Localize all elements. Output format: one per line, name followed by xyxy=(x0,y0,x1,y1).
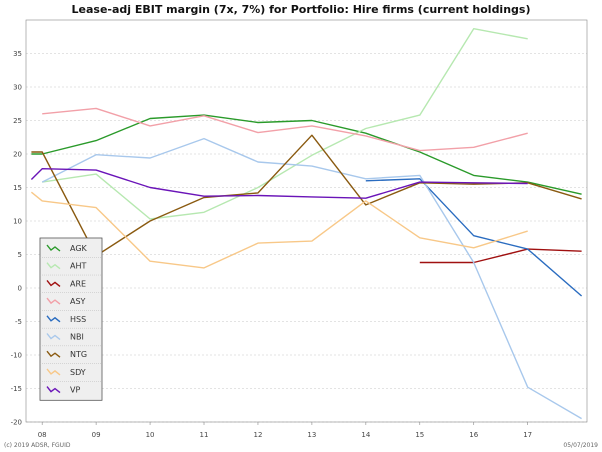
x-tick-label: 15 xyxy=(415,431,424,439)
legend-label-aht: AHT xyxy=(70,262,86,271)
x-tick-label: 11 xyxy=(200,431,209,439)
x-tick-label: 09 xyxy=(92,431,101,439)
y-tick-label: -10 xyxy=(11,352,22,360)
series-line-aht xyxy=(42,28,528,220)
legend-label-are: ARE xyxy=(70,279,86,288)
legend-label-agk: AGK xyxy=(70,244,88,253)
x-tick-label: 13 xyxy=(307,431,316,439)
footer-source: (c) 2019 ADSR, FGUID xyxy=(4,442,71,449)
y-tick-label: 35 xyxy=(13,50,22,58)
y-tick-label: 0 xyxy=(18,285,22,293)
series-line-are xyxy=(419,248,582,264)
x-tick-label: 16 xyxy=(469,431,478,439)
y-tick-label: -15 xyxy=(11,385,22,393)
y-axis: -20 -15 -10 -5 0 5 10 15 20 25 30 35 xyxy=(11,50,22,427)
x-tick-label: 10 xyxy=(146,431,155,439)
chart-title: Lease-adj EBIT margin (7x, 7%) for Portf… xyxy=(72,3,531,16)
legend-swatch-aht xyxy=(46,262,61,270)
legend-swatch-agk xyxy=(46,244,61,252)
legend-label-ntg: NTG xyxy=(70,350,87,359)
footer-date: 05/07/2019 xyxy=(563,442,598,449)
legend-swatch-sdy xyxy=(46,368,61,376)
y-tick-label: -20 xyxy=(11,419,22,427)
plot-frame xyxy=(25,19,588,423)
y-tick-label: -5 xyxy=(15,318,22,326)
legend: AGK AHT ARE ASY HSS NBI NTG SDY VP xyxy=(39,237,103,401)
legend-swatch-are xyxy=(46,279,61,287)
legend-swatch-ntg xyxy=(46,350,61,358)
series-line-asy xyxy=(42,107,528,152)
legend-label-sdy: SDY xyxy=(70,368,86,377)
legend-swatch-hss xyxy=(46,315,61,323)
legend-swatch-asy xyxy=(46,297,61,305)
x-tick-label: 14 xyxy=(361,431,370,439)
series-line-vp xyxy=(30,167,528,199)
series-line-nbi xyxy=(41,137,582,420)
series-line-agk xyxy=(31,114,582,195)
legend-label-hss: HSS xyxy=(70,315,86,324)
legend-swatch-nbi xyxy=(46,333,61,341)
legend-swatch-vp xyxy=(46,386,61,394)
series-line-sdy xyxy=(30,191,528,269)
y-tick-label: 5 xyxy=(18,251,22,259)
x-tick-label: 17 xyxy=(523,431,532,439)
series-line-hss xyxy=(365,178,583,297)
legend-label-vp: VP xyxy=(70,386,80,395)
y-tick-label: 30 xyxy=(13,84,22,92)
y-tick-label: 10 xyxy=(13,218,22,226)
y-tick-label: 20 xyxy=(13,151,22,159)
legend-label-nbi: NBI xyxy=(70,333,84,342)
x-tick-label: 08 xyxy=(38,431,47,439)
series xyxy=(30,28,583,420)
x-tick-label: 12 xyxy=(253,431,262,439)
y-tick-label: 25 xyxy=(13,117,22,125)
legend-label-asy: ASY xyxy=(70,297,86,306)
x-axis: 08 09 10 11 12 13 14 15 16 17 xyxy=(38,422,532,439)
y-tick-label: 15 xyxy=(13,184,22,192)
